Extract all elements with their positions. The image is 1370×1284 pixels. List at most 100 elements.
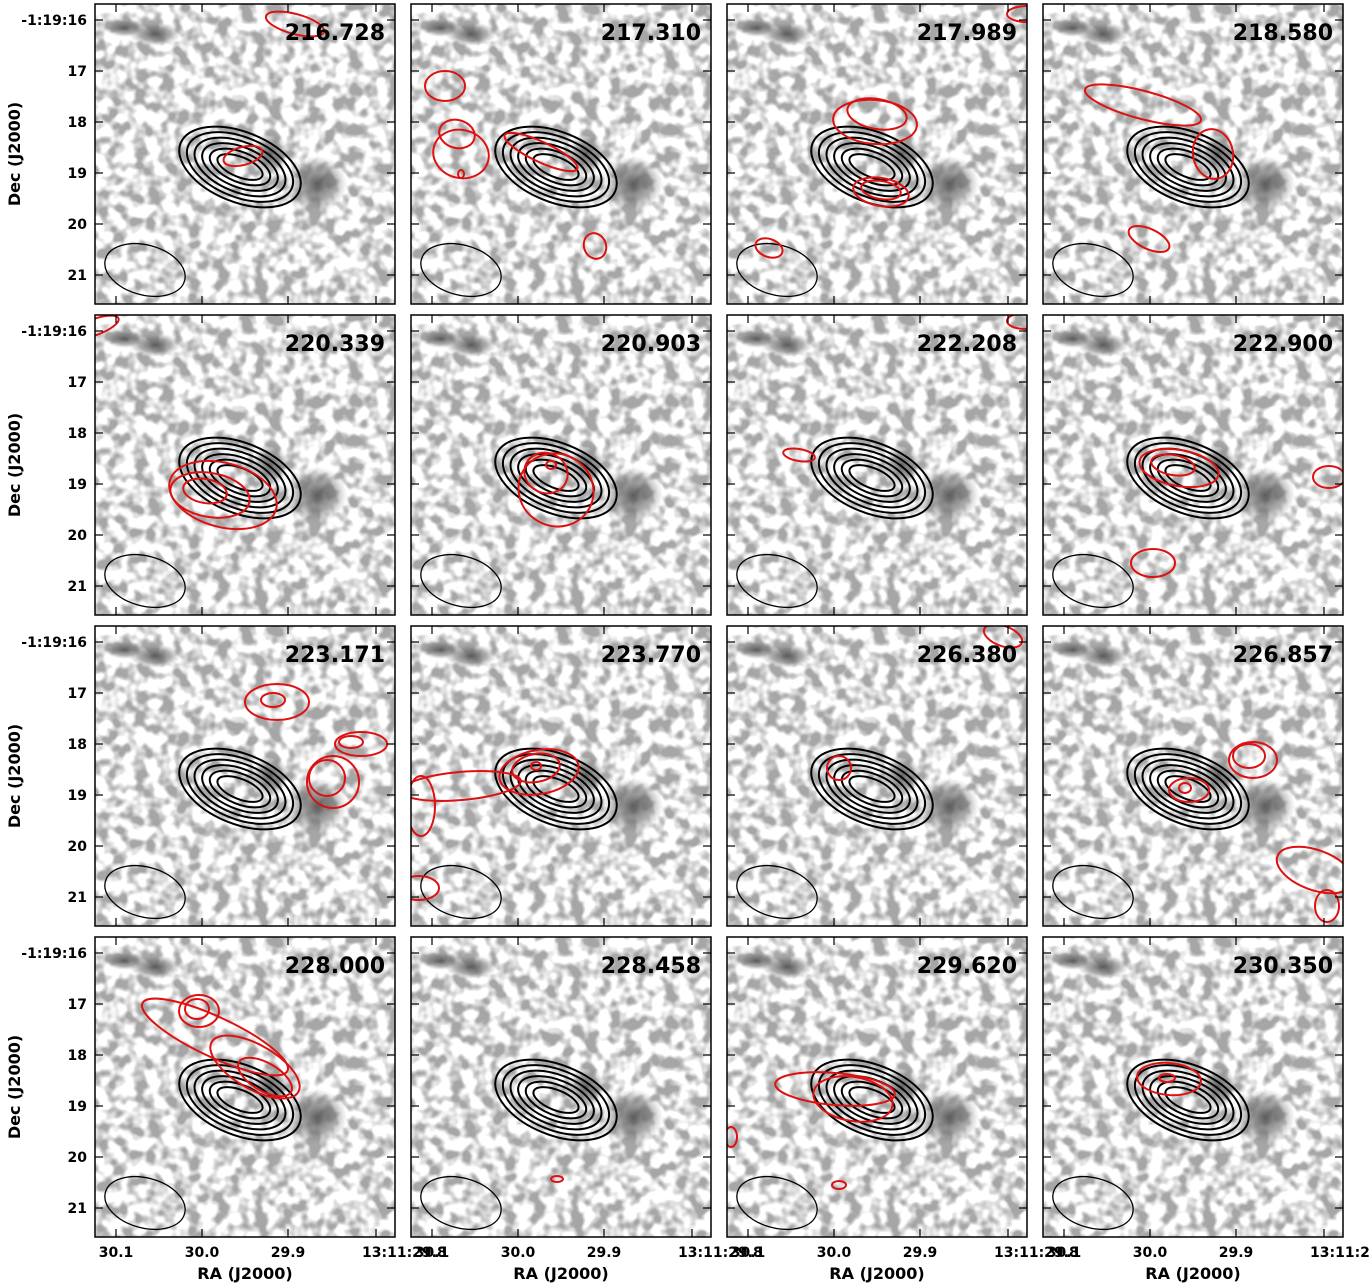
panel-frequency-label: 220.339 <box>285 332 385 357</box>
x-tick-label: 29.9 <box>903 1245 938 1261</box>
panel-frame <box>410 3 712 305</box>
line-contour <box>1191 128 1235 180</box>
continuum-contour <box>509 136 603 198</box>
y-axis-title: Dec (J2000) <box>5 413 24 517</box>
chart-panel: 228.458 30.1 30.0 29.9 13:11:29.8 RA (J2000) <box>410 936 763 1283</box>
line-contour <box>306 755 360 809</box>
continuum-contour <box>833 453 911 503</box>
panel-ticks <box>95 315 395 615</box>
panel-frequency-label: 222.900 <box>1233 332 1333 357</box>
continuum-contour <box>1156 769 1220 809</box>
chart-panel: 223.770 <box>410 625 712 927</box>
y-tick-label: 19 <box>68 1099 87 1115</box>
line-contour <box>517 452 595 528</box>
line-contours <box>1083 83 1235 253</box>
continuum-contour <box>848 153 896 181</box>
panel-ticks <box>727 4 1027 304</box>
panel-plot-area <box>727 626 1027 927</box>
x-tick-label: 29.9 <box>587 1245 622 1261</box>
panel-plot-area <box>411 937 711 1238</box>
y-tick-label: 17 <box>68 375 87 391</box>
x-tick-label: 30.0 <box>1133 1245 1168 1261</box>
panel-plot-area <box>1043 315 1343 616</box>
line-contour <box>411 770 522 802</box>
line-contour <box>169 471 251 519</box>
line-contour <box>432 128 490 180</box>
panel-frequency-label: 228.458 <box>601 954 701 979</box>
continuum-contour <box>185 442 295 514</box>
line-contour <box>812 1075 894 1123</box>
chart-panel: 220.339 -1:19:16 17 18 19 20 21 Dec (J2000) <box>5 314 396 616</box>
continuum-contour <box>532 153 580 181</box>
continuum-contour <box>185 131 295 203</box>
line-contour <box>1314 889 1340 923</box>
beam-ellipse <box>420 553 502 609</box>
panel-plot-area <box>95 4 395 305</box>
line-contour <box>1228 741 1278 779</box>
continuum-contours <box>178 747 302 831</box>
panel-ticks <box>1043 937 1343 1237</box>
panel-ticks <box>1043 4 1343 304</box>
beam-ellipse <box>420 242 502 298</box>
line-contour <box>1127 225 1171 253</box>
line-contour <box>550 1175 564 1183</box>
beam-ellipse <box>736 553 818 609</box>
line-contours <box>222 10 326 168</box>
continuum-contour <box>208 458 272 498</box>
continuum-contour <box>817 442 927 514</box>
beam-ellipse <box>736 864 818 920</box>
line-contours <box>95 315 278 531</box>
line-contour <box>523 451 569 495</box>
continuum-contour <box>494 436 618 520</box>
beam-ellipse <box>736 1175 818 1231</box>
panel-frequency-label: 226.380 <box>917 643 1017 668</box>
line-contour <box>727 1126 738 1148</box>
continuum-contour <box>1133 131 1243 203</box>
panel-plot-area <box>727 315 1027 616</box>
line-contour <box>209 1034 301 1100</box>
panel-greyscale-image <box>95 626 395 926</box>
continuum-contour <box>1126 747 1250 831</box>
line-contours <box>1136 1061 1202 1097</box>
line-contour <box>511 752 561 784</box>
continuum-contour <box>501 753 611 825</box>
panel-frame <box>94 625 396 927</box>
beam-ellipse <box>104 864 186 920</box>
panel-frame <box>94 3 396 305</box>
line-contours <box>424 70 608 260</box>
chart-panel: 218.580 <box>1042 3 1344 305</box>
y-tick-label: 18 <box>68 115 87 131</box>
line-contour <box>411 775 436 837</box>
line-contour <box>774 1071 896 1107</box>
continuum-contour <box>524 1080 588 1120</box>
panel-plot-area <box>1043 626 1343 927</box>
panel-frequency-label: 217.989 <box>917 21 1017 46</box>
panel-frame <box>410 314 712 616</box>
line-contour <box>182 477 228 505</box>
continuum-contour <box>532 775 580 803</box>
line-contours <box>244 683 388 809</box>
panel-plot-area <box>95 937 395 1238</box>
panel-greyscale-image <box>1043 626 1343 926</box>
panel-frequency-label: 222.208 <box>917 332 1017 357</box>
continuum-contours <box>810 1058 934 1142</box>
panel-plot-area <box>411 626 711 927</box>
continuum-contour <box>825 1069 919 1131</box>
line-contour <box>95 315 120 340</box>
line-contour <box>498 748 580 796</box>
y-tick-label: 17 <box>68 686 87 702</box>
continuum-contours <box>1126 747 1250 831</box>
continuum-contour <box>817 131 927 203</box>
beam-ellipse <box>736 242 818 298</box>
beam-ellipse <box>1052 553 1134 609</box>
continuum-contour <box>201 453 279 503</box>
panel-frequency-label: 223.770 <box>601 643 701 668</box>
continuum-contour <box>178 1058 302 1142</box>
continuum-contour <box>817 1064 927 1136</box>
line-contour <box>860 179 902 201</box>
continuum-contour <box>216 775 264 803</box>
panel-plot-area <box>1043 4 1343 305</box>
y-tick-label: 21 <box>68 1201 87 1217</box>
panel-plot-area <box>411 4 711 305</box>
chart-panel: 228.000 -1:19:16 17 18 19 20 21 Dec (J2000) 30.1… <box>5 936 447 1283</box>
